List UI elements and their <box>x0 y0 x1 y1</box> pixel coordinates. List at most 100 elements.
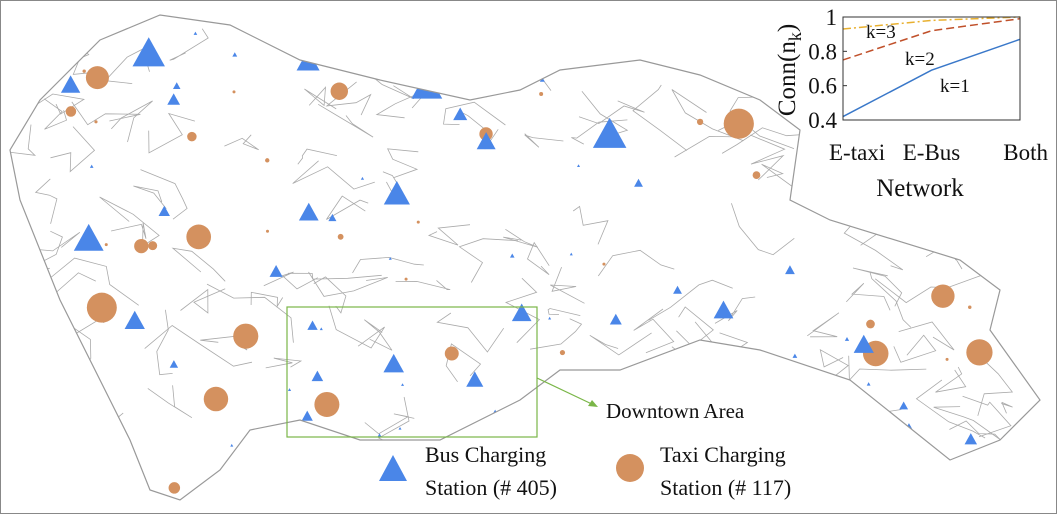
road <box>250 291 284 308</box>
road <box>848 355 927 382</box>
bus-station <box>785 265 795 275</box>
bus-station <box>287 388 292 392</box>
road <box>445 343 482 383</box>
bus-station <box>124 310 145 330</box>
road <box>156 309 173 376</box>
road <box>443 101 506 126</box>
road <box>589 332 652 356</box>
taxi-station <box>168 482 181 494</box>
taxi-station <box>444 346 459 361</box>
y-tick-label: 0.4 <box>808 108 837 133</box>
taxi-station <box>539 92 544 97</box>
road <box>436 312 505 353</box>
road <box>547 308 581 316</box>
bus-station <box>230 443 234 447</box>
taxi-station <box>314 391 340 417</box>
city-boundary <box>9 14 1041 501</box>
bus-station <box>569 252 573 256</box>
bus-station <box>383 353 404 373</box>
road <box>527 241 550 276</box>
road <box>304 86 337 110</box>
road <box>843 219 904 271</box>
road <box>503 228 538 248</box>
bus-station <box>634 178 643 187</box>
road <box>807 312 840 338</box>
downtown-box <box>286 306 538 438</box>
bus-station <box>453 107 468 121</box>
taxi-station <box>416 220 420 224</box>
road <box>171 247 226 282</box>
taxi-station <box>337 233 344 240</box>
taxi-station <box>265 229 269 233</box>
road <box>99 196 160 244</box>
bus-station <box>853 334 874 353</box>
road <box>949 420 1005 445</box>
series-label: k=3 <box>866 22 896 43</box>
series-line <box>842 16 1021 30</box>
bus-station <box>964 433 978 445</box>
bus-station <box>844 337 850 341</box>
bus-station <box>132 37 165 67</box>
road <box>133 185 167 210</box>
y-tick-label: 1 <box>826 5 838 30</box>
bus-station <box>792 353 798 358</box>
taxi-station <box>966 339 993 366</box>
road <box>387 148 419 179</box>
road <box>44 257 139 306</box>
road <box>729 96 795 149</box>
road <box>632 84 688 151</box>
road <box>111 100 153 143</box>
bus-station <box>60 75 81 93</box>
road <box>572 205 609 245</box>
series-line <box>842 38 1021 118</box>
bus-station <box>360 176 365 180</box>
bus-station <box>401 383 405 386</box>
bus-station <box>609 313 622 325</box>
x-tick-label: E-taxi <box>829 140 885 165</box>
taxi-station <box>931 284 955 308</box>
road <box>395 280 451 290</box>
arrow-head <box>588 400 598 407</box>
taxi-station <box>94 120 98 124</box>
road <box>750 134 786 181</box>
bus-station <box>328 213 337 222</box>
road <box>148 112 196 154</box>
inset-background <box>808 2 1054 202</box>
road <box>671 89 744 142</box>
road <box>10 124 37 175</box>
bus-station <box>509 253 515 258</box>
plot-frame <box>842 16 1021 121</box>
road <box>292 160 375 190</box>
taxi-station <box>559 350 566 356</box>
bus-station <box>398 426 402 430</box>
road <box>43 98 67 130</box>
bus-station <box>511 303 532 322</box>
taxi-station <box>330 82 349 100</box>
road <box>206 283 294 343</box>
bus-station <box>269 265 283 277</box>
bus-station <box>673 285 682 294</box>
y-tick-label: 0.8 <box>808 39 837 64</box>
series-line <box>842 17 1021 61</box>
bus-station <box>866 382 871 386</box>
bus-station <box>539 77 545 82</box>
taxi-station <box>104 243 108 247</box>
bus-station <box>169 360 179 368</box>
x-tick-label: E-Bus <box>903 140 961 165</box>
bus-station <box>548 316 552 320</box>
road <box>50 126 96 173</box>
taxi-station <box>752 171 761 179</box>
downtown-label: Downtown Area <box>606 399 745 423</box>
bus-station <box>307 320 318 330</box>
legend-text: Station (# 405) <box>425 475 557 500</box>
bus-station <box>577 164 581 168</box>
taxi-station <box>86 292 117 323</box>
x-axis-label: Network <box>876 175 964 202</box>
bus-station <box>476 132 496 150</box>
bus-station <box>311 370 324 382</box>
bus-station <box>298 202 319 221</box>
taxi-station <box>186 224 212 250</box>
bus-station <box>167 93 181 105</box>
road <box>550 266 585 304</box>
y-tick-label: 0.6 <box>808 74 837 99</box>
